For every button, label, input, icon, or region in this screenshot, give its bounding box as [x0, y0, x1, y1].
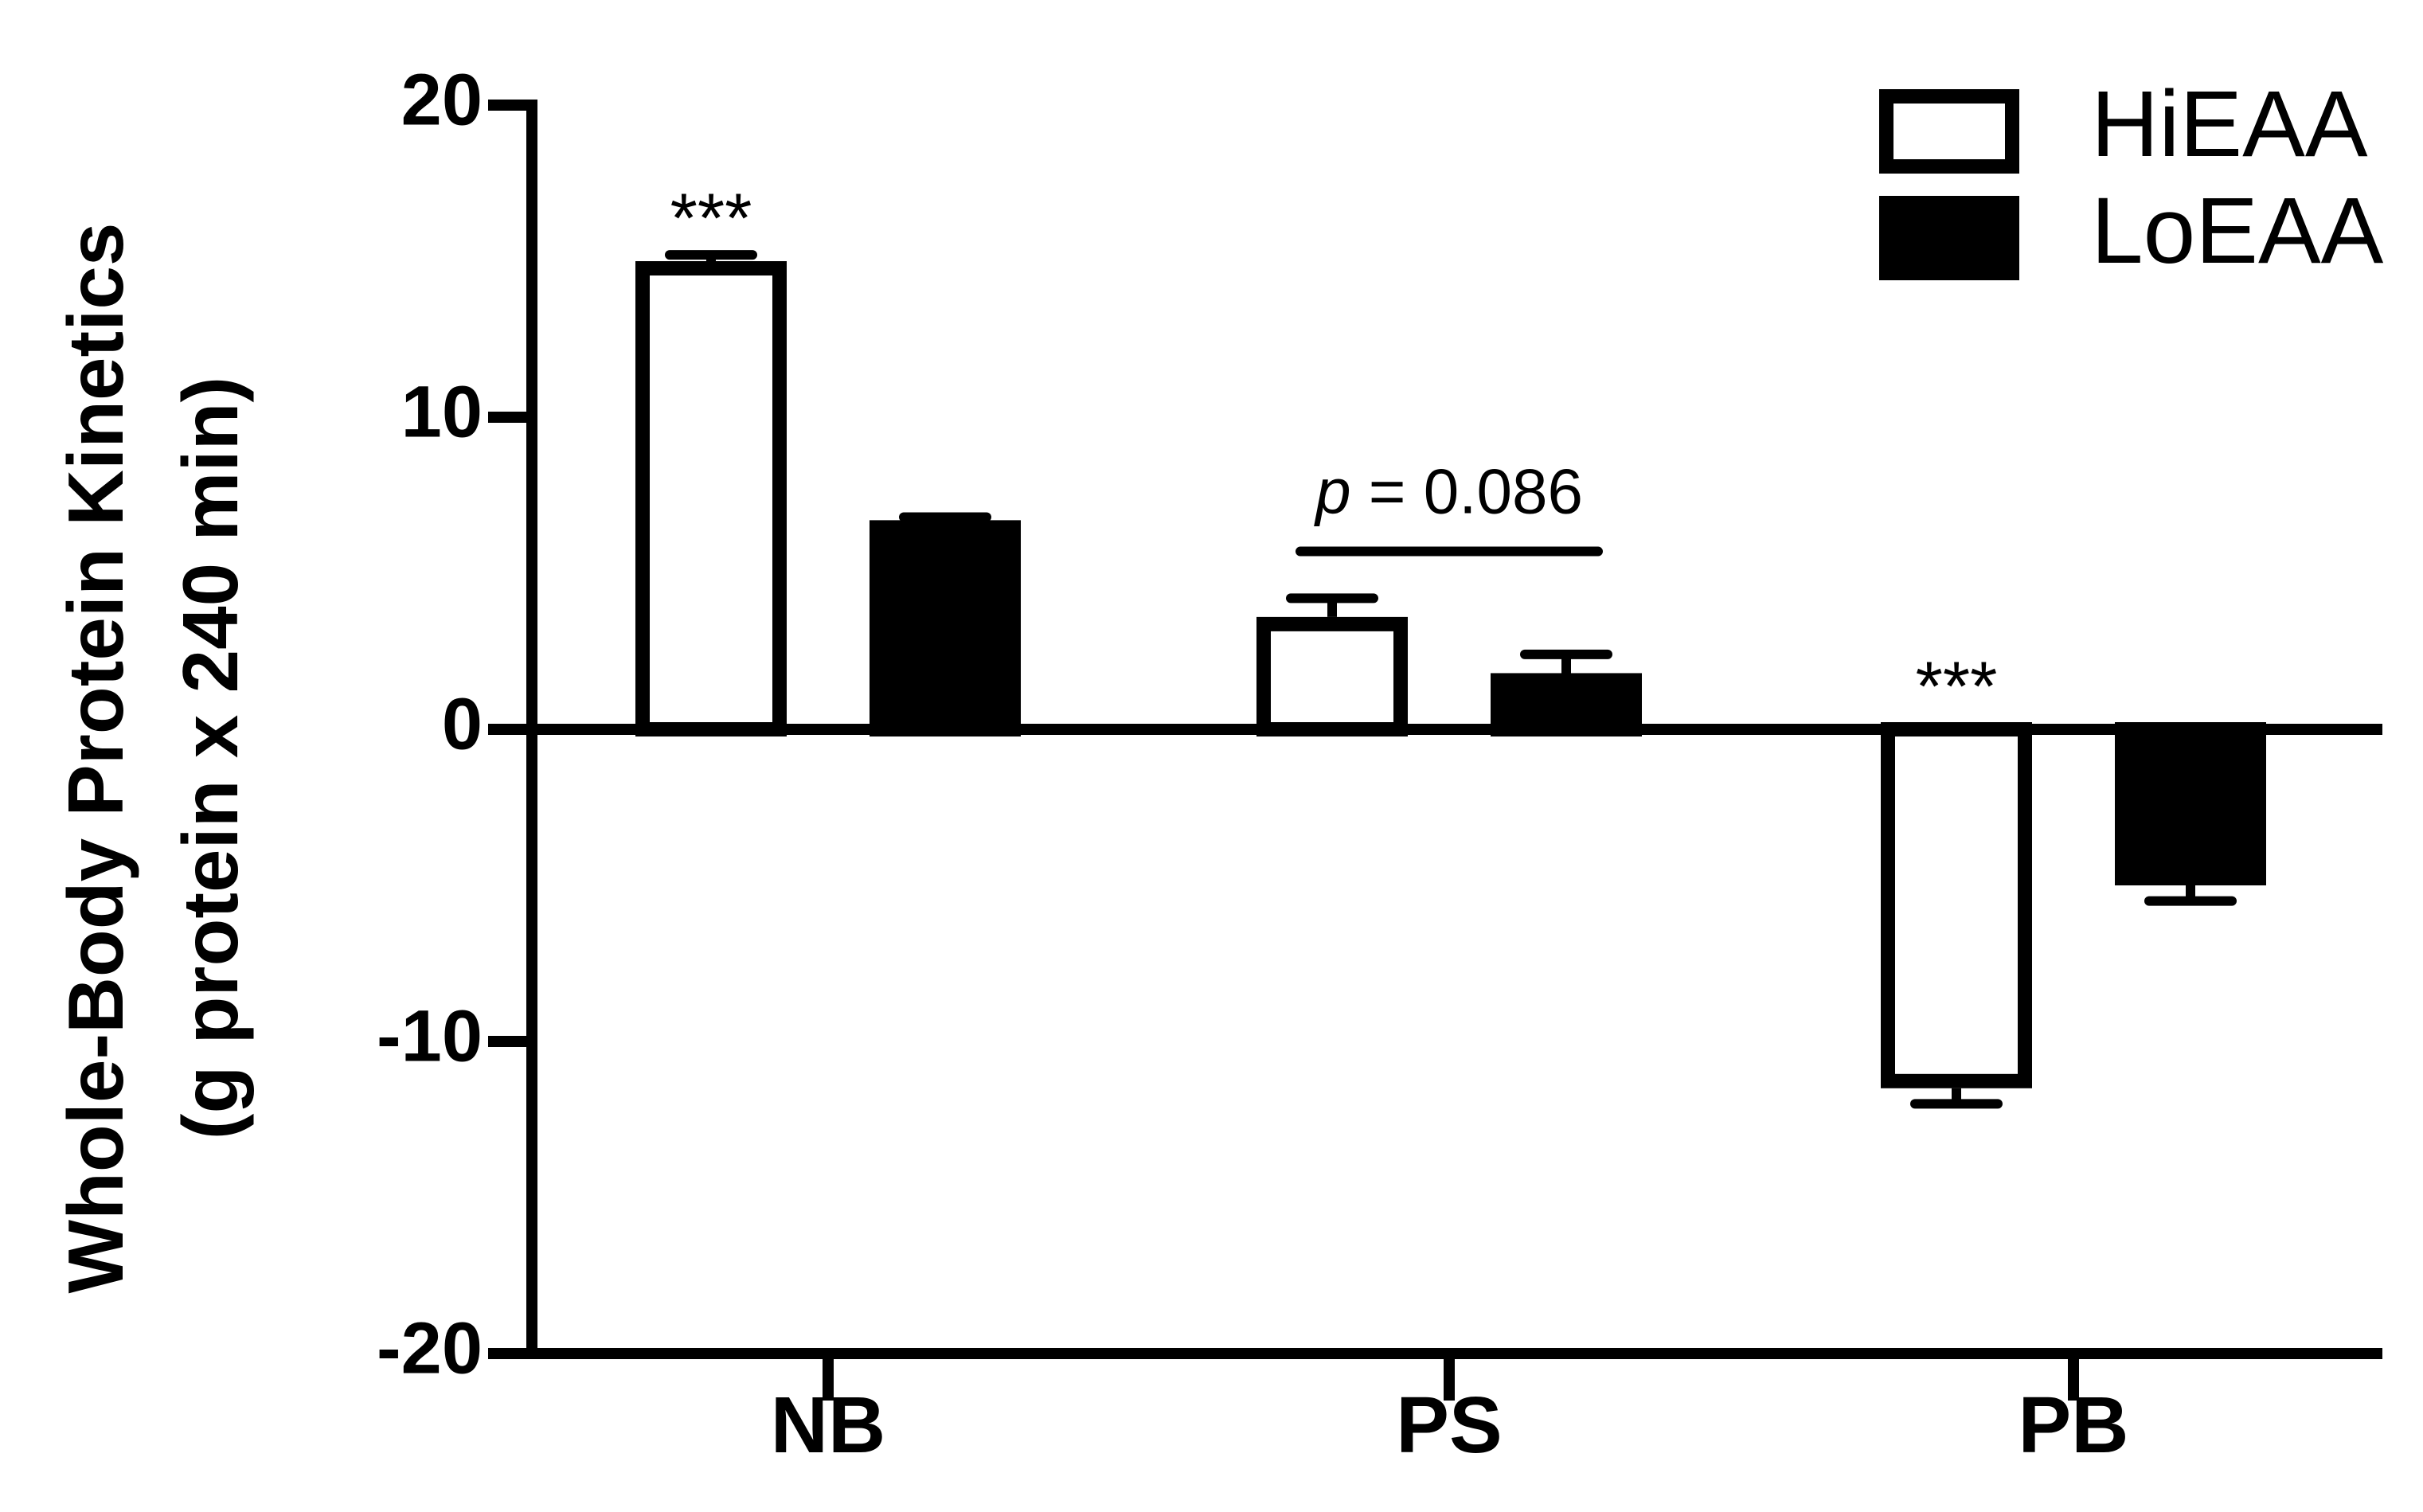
annotations-layer: *** *** p = 0.086	[670, 178, 1998, 725]
p-value: = 0.086	[1351, 456, 1583, 527]
x-tick-label-nb: NB	[771, 1381, 885, 1470]
y-tick-label: 20	[401, 59, 483, 140]
bar-hieaa-ps	[1256, 616, 1408, 736]
legend-label-loeaa: LoEAA	[2091, 178, 2384, 283]
bar-loeaa-pb	[2115, 722, 2266, 885]
y-axis-subtitle: (g protein x 240 min)	[166, 377, 254, 1139]
bar-loeaa-nb	[870, 520, 1021, 736]
y-tick-label: -10	[377, 995, 483, 1076]
bars-layer	[635, 261, 2266, 1088]
legend-swatch-loeaa	[1879, 196, 2019, 280]
significance-label-pb: ***	[1916, 647, 1998, 725]
p-symbol: p	[1314, 456, 1351, 527]
p-value-label: p = 0.086	[1314, 456, 1583, 527]
bar-loeaa-ps	[1491, 673, 1642, 737]
axes-layer: 20 10 0 -10 -20 NB PS PB	[377, 59, 2382, 1470]
significance-label-nb: ***	[670, 178, 752, 257]
x-tick-label-pb: PB	[2019, 1381, 2129, 1470]
x-tick-label-ps: PS	[1396, 1381, 1502, 1470]
y-tick-label: 0	[442, 683, 483, 764]
y-tick-label: 10	[401, 371, 483, 452]
y-axis-title-line2: (g protein x 240 min)	[166, 377, 254, 1139]
error-bars-layer	[665, 250, 2237, 1109]
y-axis-title-line1: Whole-Body Protein Kinetics	[52, 223, 139, 1294]
y-tick-label: -20	[377, 1307, 483, 1389]
legend-swatch-hieaa	[1879, 89, 2019, 174]
bar-hieaa-pb	[1881, 722, 2032, 1088]
y-axis-title: Whole-Body Protein Kinetics	[52, 223, 139, 1294]
legend-label-hieaa: HiEAA	[2091, 72, 2368, 177]
bar-hieaa-nb	[635, 261, 787, 736]
